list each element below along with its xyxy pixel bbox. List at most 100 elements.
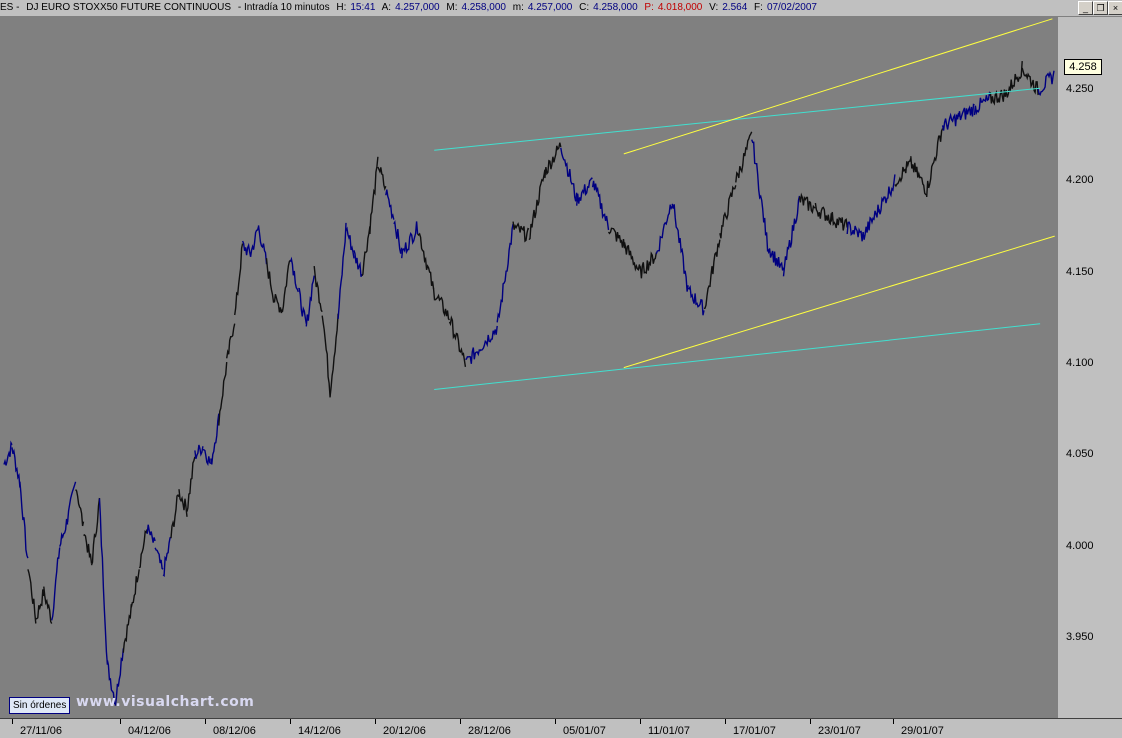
plot-background [0, 17, 1058, 720]
instrument-name: DJ EURO STOXX50 FUTURE CONTINUOUS [26, 2, 232, 13]
series-segment [122, 604, 132, 653]
series-segment [576, 177, 593, 206]
y-tick-label: 4.150 [1066, 265, 1094, 278]
series-segment [281, 259, 291, 313]
series-segment [560, 147, 578, 202]
series-segment [289, 256, 299, 293]
series-segment [218, 362, 228, 426]
interval: - Intradía 10 minutos [237, 2, 330, 13]
price-chart[interactable] [0, 17, 1122, 720]
series-segment [973, 90, 992, 116]
series-segment [385, 189, 395, 220]
series-segment [234, 243, 244, 316]
series-segment [329, 313, 339, 397]
series-segment [878, 174, 896, 215]
trendline[interactable] [434, 87, 1041, 151]
series-segment [19, 481, 29, 559]
series-segment [51, 547, 61, 621]
y-tick-label: 4.100 [1066, 356, 1094, 369]
series-segment [3, 440, 13, 466]
series-segment [782, 195, 801, 277]
series-segment [345, 226, 355, 259]
series-segment [703, 239, 721, 310]
f-label: F: [754, 2, 763, 13]
series-segment [337, 222, 347, 319]
trendlines [434, 18, 1055, 390]
orders-button[interactable]: Sin órdenes [9, 697, 71, 714]
series-segment [369, 156, 379, 235]
price-series [3, 61, 1055, 706]
h-value: 15:41 [350, 2, 376, 13]
series-segment [480, 325, 498, 352]
x-tick [460, 719, 461, 724]
x-tick [640, 719, 641, 724]
series-segment [448, 315, 467, 368]
series-segment [591, 180, 610, 231]
series-segment [989, 89, 1007, 106]
series-segment [75, 489, 85, 527]
series-segment [130, 569, 140, 608]
x-tick [12, 719, 13, 724]
y-tick-label: 4.250 [1066, 83, 1094, 96]
series-segment [226, 323, 236, 359]
y-tick-label: 3.950 [1066, 630, 1094, 643]
series-segment [1005, 61, 1023, 98]
series-segment [66, 481, 77, 523]
series-segment [202, 449, 212, 467]
series-segment [138, 529, 148, 569]
series-segment [528, 169, 546, 241]
series-segment [162, 536, 172, 577]
minimize-button[interactable]: _ [1078, 1, 1093, 15]
series-segment [862, 204, 880, 240]
series-segment [432, 287, 450, 321]
x-tick-label: 14/12/06 [298, 725, 341, 737]
x-tick-label: 29/01/07 [901, 725, 944, 737]
series-segment [114, 648, 124, 706]
series-segment [465, 347, 482, 364]
trendline[interactable] [623, 235, 1055, 369]
c-label: C: [579, 2, 590, 13]
trendline[interactable] [434, 323, 1041, 390]
series-segment [241, 240, 252, 257]
series-segment [941, 112, 960, 131]
series-segment [98, 498, 109, 665]
series-segment [178, 489, 188, 517]
series-segment [353, 250, 363, 277]
series-segment [298, 287, 307, 324]
x-tick-label: 17/01/07 [733, 725, 776, 737]
m-value: 4.258,000 [461, 2, 506, 13]
restore-button[interactable]: ❐ [1093, 1, 1108, 15]
series-segment [393, 219, 403, 254]
series-segment [265, 258, 275, 303]
series-segment [210, 413, 220, 465]
trendline[interactable] [623, 18, 1053, 155]
series-segment [512, 221, 530, 243]
series-segment [321, 315, 331, 398]
x-tick [893, 719, 894, 724]
series-segment [305, 275, 315, 327]
series-segment [154, 547, 164, 570]
series-segment [170, 494, 180, 539]
series-segment [751, 139, 769, 252]
f-value: 07/02/2007 [766, 2, 817, 13]
series-segment [27, 569, 37, 624]
a-value: 4.257,000 [395, 2, 440, 13]
series-segment [186, 456, 196, 512]
series-segment [671, 203, 689, 292]
series-segment [257, 225, 268, 265]
x-tick [810, 719, 811, 724]
v-value: 2.564 [722, 2, 748, 13]
series-segment [90, 497, 101, 566]
x-tick-label: 11/01/07 [648, 725, 691, 737]
x-tick-label: 23/01/07 [818, 725, 861, 737]
close-button[interactable]: × [1108, 1, 1122, 15]
series-segment [35, 589, 45, 620]
x-axis: 27/11/06 04/12/06 08/12/06 14/12/06 20/12/06… [0, 718, 1122, 738]
series-segment [766, 248, 785, 271]
c-value: 4.258,000 [593, 2, 638, 13]
p-label: P: [644, 2, 654, 13]
min-label: m: [512, 2, 524, 13]
series-segment [1037, 70, 1055, 96]
v-label: V: [709, 2, 719, 13]
series-segment [814, 202, 832, 226]
